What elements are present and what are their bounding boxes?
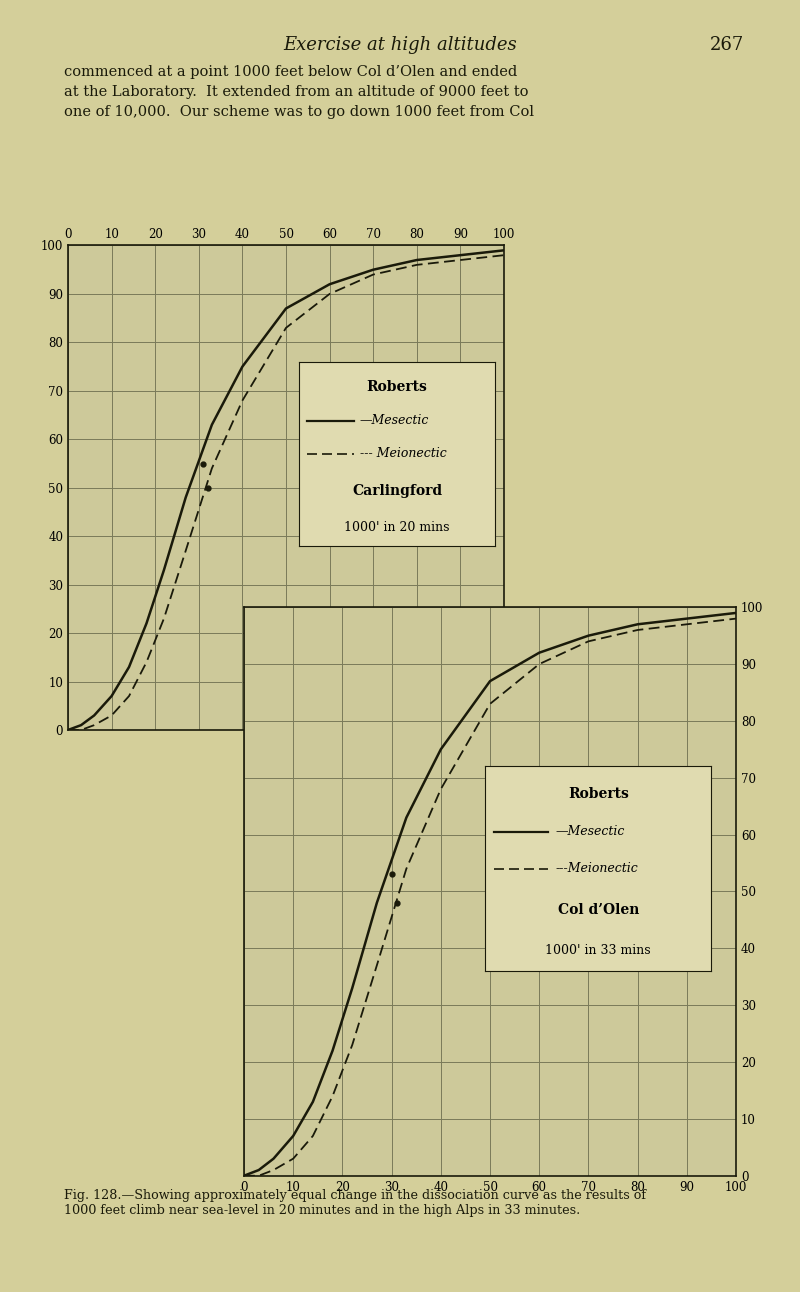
Text: commenced at a point 1000 feet below Col d’Olen and ended
at the Laboratory.  It: commenced at a point 1000 feet below Col…	[64, 65, 534, 119]
Text: 1000 feet climb near sea-level in 20 minutes and in the high Alps in 33 minutes.: 1000 feet climb near sea-level in 20 min…	[64, 1204, 580, 1217]
Text: Exercise at high altitudes: Exercise at high altitudes	[283, 36, 517, 54]
Text: Fig. 128.—Showing approximately equal change in the dissociation curve as the re: Fig. 128.—Showing approximately equal ch…	[64, 1189, 646, 1202]
Text: 267: 267	[710, 36, 744, 54]
